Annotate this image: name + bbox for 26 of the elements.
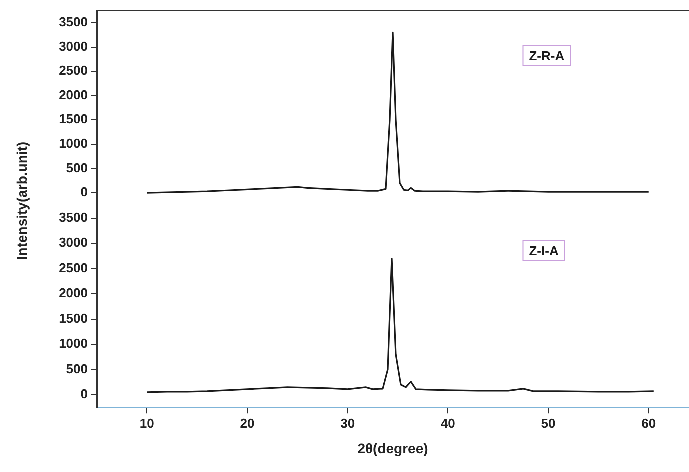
- x-tick-label: 50: [541, 416, 556, 431]
- y-tick-label: 2500: [59, 63, 88, 78]
- y-tick-label: 500: [66, 160, 88, 176]
- x-tick-label: 30: [340, 416, 356, 431]
- x-tick-label: 60: [642, 416, 656, 431]
- y-tick-label: 2500: [59, 260, 88, 276]
- text: Z-R-A: [529, 48, 566, 64]
- y-tick-label: 0: [80, 386, 88, 402]
- x-axis-title: 2θ(degree): [358, 440, 428, 456]
- y-tick-label: 3500: [59, 14, 88, 30]
- y-tick-label: 2000: [59, 286, 88, 301]
- y-tick-label: 500: [66, 361, 88, 376]
- y-tick-label: 3500: [59, 210, 88, 225]
- text: Z-I-A: [529, 243, 560, 258]
- x-tick-label: 40: [440, 416, 456, 431]
- x-tick-label: 10: [140, 416, 154, 431]
- y-tick-label: 3000: [59, 235, 88, 250]
- y-tick-label: 1500: [59, 112, 88, 127]
- y-tick-label: 2000: [59, 87, 88, 102]
- y-axis-title: Intensity(arb.unit): [14, 140, 30, 262]
- y-tick-label: 1000: [59, 136, 88, 152]
- y-tick-label: 1000: [59, 336, 88, 352]
- x-tick-label: 20: [240, 416, 255, 431]
- y-tick-label: 3000: [59, 38, 88, 54]
- y-tick-label: 0: [80, 184, 88, 200]
- y-tick-label: 1500: [59, 310, 88, 326]
